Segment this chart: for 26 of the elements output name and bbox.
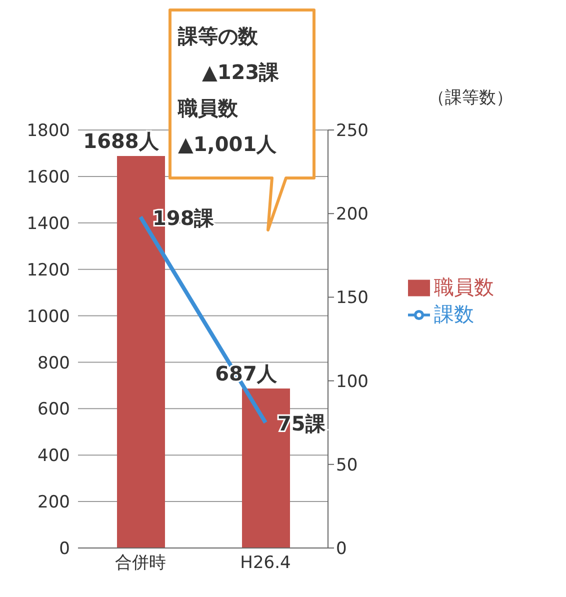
text: 課等の数 <box>178 23 259 50</box>
text: ▲123課 <box>201 59 280 86</box>
y-tick-label: 800 <box>38 353 70 374</box>
y-tick-label: 1400 <box>26 214 70 234</box>
legend-label: 職員数 <box>434 274 494 298</box>
y-tick-label: 600 <box>38 400 70 420</box>
y-tick-label: 1000 <box>26 306 70 327</box>
y-tick-label: 0 <box>59 539 70 560</box>
y2-tick-label: 250 <box>336 121 368 142</box>
y2-tick-label: 100 <box>336 372 368 392</box>
y-tick-label: 400 <box>38 446 70 466</box>
annotation: ▲1,001人 <box>178 131 278 158</box>
y2-axis-title: （課等数） <box>428 87 513 109</box>
y-tick-label: 1200 <box>26 260 70 280</box>
y-tick-label: 200 <box>38 492 70 513</box>
data-label: 1688人 <box>83 129 160 154</box>
y2-tick-label: 200 <box>336 204 368 225</box>
x-tick-label: H26.4 <box>240 553 291 574</box>
y2-tick-label: 150 <box>336 288 368 308</box>
y-tick-label: 1800 <box>26 121 70 142</box>
x-tick-label: 合併時 <box>115 553 166 574</box>
y2-tick-label: 50 <box>336 455 358 476</box>
text: 職員数 <box>178 95 239 122</box>
y2-tick-label: 0 <box>336 539 347 560</box>
legend-label: 課数 <box>434 302 474 326</box>
y-tick-label: 1600 <box>26 167 70 188</box>
